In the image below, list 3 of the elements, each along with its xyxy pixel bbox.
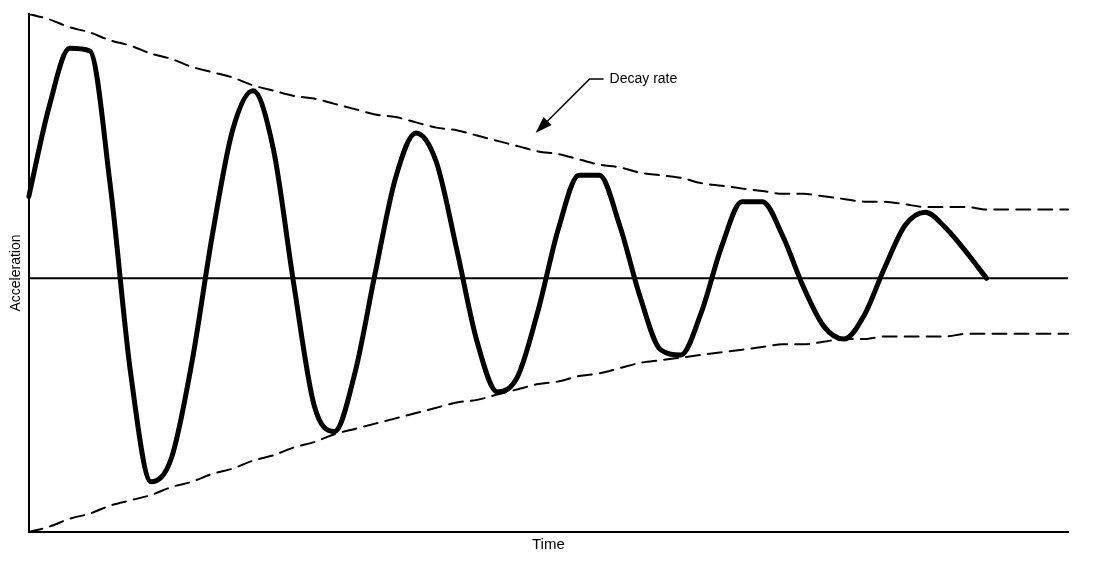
x-axis-title: Time [532,535,565,553]
y-axis-title: Acceleration [7,234,24,312]
annotation: Decay rate [609,69,678,86]
